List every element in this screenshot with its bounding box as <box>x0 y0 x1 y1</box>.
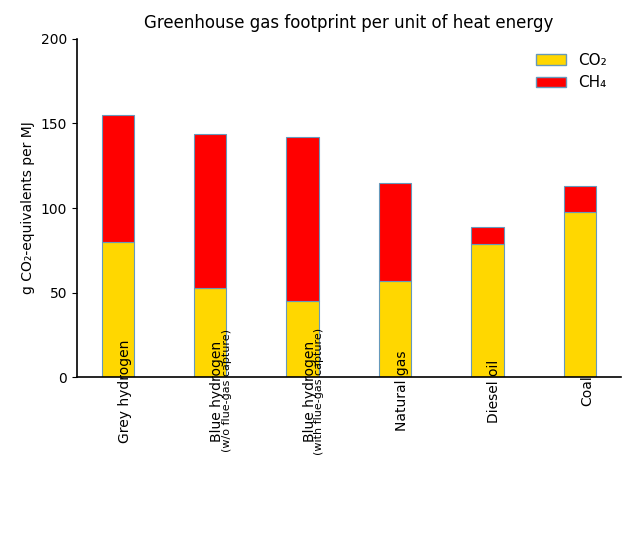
Legend: CO₂, CH₄: CO₂, CH₄ <box>529 47 613 97</box>
Text: Blue hydrogen: Blue hydrogen <box>210 340 224 442</box>
Bar <box>379 183 411 281</box>
Bar <box>287 301 319 377</box>
Text: (w/o flue-gas capture): (w/o flue-gas capture) <box>210 330 232 452</box>
Text: Grey hydrogen: Grey hydrogen <box>118 339 132 443</box>
Bar <box>564 186 596 211</box>
Text: Blue hydrogen: Blue hydrogen <box>303 340 317 442</box>
Text: Coal: Coal <box>580 376 594 406</box>
Bar <box>471 227 504 244</box>
Text: (with flue-gas capture): (with flue-gas capture) <box>303 327 324 455</box>
Bar <box>194 134 227 287</box>
Bar <box>287 137 319 301</box>
Title: Greenhouse gas footprint per unit of heat energy: Greenhouse gas footprint per unit of hea… <box>144 14 554 32</box>
Bar <box>471 244 504 377</box>
Bar <box>379 281 411 377</box>
Bar <box>102 242 134 377</box>
Bar <box>564 211 596 377</box>
Bar <box>194 287 227 377</box>
Text: Natural gas: Natural gas <box>395 351 409 431</box>
Text: Diesel oil: Diesel oil <box>488 359 502 422</box>
Bar <box>102 115 134 242</box>
Y-axis label: g CO₂-equivalents per MJ: g CO₂-equivalents per MJ <box>21 122 35 295</box>
